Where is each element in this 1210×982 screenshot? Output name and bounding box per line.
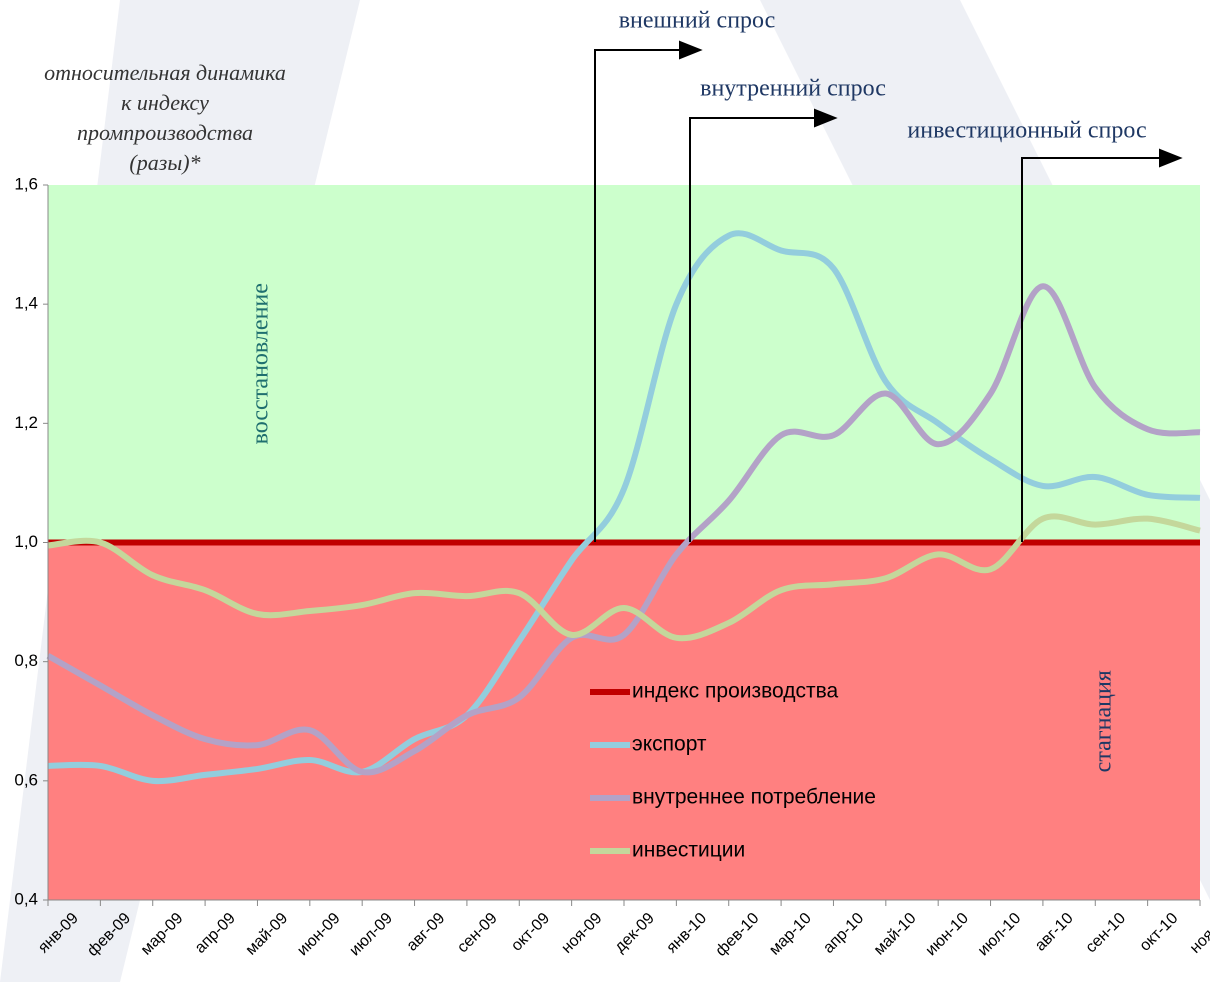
zone-label: стагнация xyxy=(1091,670,1117,772)
x-tick-label: апр-10 xyxy=(820,910,867,957)
zone-label: восстановление xyxy=(248,283,274,444)
x-tick-label: мар-09 xyxy=(138,910,187,959)
y-tick-label: 1,4 xyxy=(14,294,38,313)
y-tick-label: 1,2 xyxy=(14,413,38,432)
zone xyxy=(48,542,1200,900)
legend-label: инвестиции xyxy=(632,839,745,862)
x-tick-label: мар-10 xyxy=(766,910,815,959)
x-tick-label: янв-10 xyxy=(663,910,710,957)
arrowhead xyxy=(814,108,838,128)
x-tick-label: июн-10 xyxy=(923,910,973,960)
arrowhead xyxy=(1159,148,1183,168)
x-tick-label: сен-10 xyxy=(1083,910,1130,957)
y-tick-label: 0,4 xyxy=(14,889,38,908)
legend-label: экспорт xyxy=(632,733,707,756)
annotation: внутренний спрос xyxy=(700,76,886,102)
series-line xyxy=(47,230,1201,785)
arrow xyxy=(594,49,680,542)
arrow xyxy=(1021,157,1160,542)
y-tick-label: 1,6 xyxy=(14,174,38,193)
y-axis-title: относительная динамика к индексу промпро… xyxy=(44,60,286,175)
annotations xyxy=(594,40,1183,542)
x-tick-label: окт-10 xyxy=(1137,910,1182,955)
x-tick-label: ноя-10 xyxy=(1187,910,1210,957)
arrow xyxy=(689,117,815,542)
y-tick-label: 0,6 xyxy=(14,770,38,789)
x-tick-label: фев-10 xyxy=(713,910,763,960)
x-tick-label: сен-09 xyxy=(454,910,501,957)
x-tick-label: авг-10 xyxy=(1032,910,1077,955)
y-tick-label: 1,0 xyxy=(14,532,38,551)
annotation: внешний спрос xyxy=(619,8,776,34)
x-tick-label: ноя-09 xyxy=(558,910,605,957)
x-tick-label: июл-09 xyxy=(346,910,396,960)
y-tick-label: 0,8 xyxy=(14,651,38,670)
legend-label: внутреннее потребление xyxy=(632,786,876,809)
x-tick-label: авг-09 xyxy=(404,910,449,955)
arrowhead xyxy=(679,40,703,60)
legend-label: индекс производства xyxy=(632,680,839,703)
x-tick-label: дек-09 xyxy=(612,910,658,956)
x-tick-label: июл-10 xyxy=(975,910,1025,960)
x-tick-label: окт-09 xyxy=(508,910,553,955)
series-line xyxy=(47,513,1201,642)
y-axis-title-box: относительная динамика к индексу промпро… xyxy=(44,60,286,175)
x-tick-label: апр-09 xyxy=(192,910,239,957)
annotation: инвестиционный спрос xyxy=(907,118,1146,144)
x-tick-label: май-09 xyxy=(242,910,291,959)
x-tick-label: июн-09 xyxy=(294,910,344,960)
x-tick-label: май-10 xyxy=(871,910,920,959)
